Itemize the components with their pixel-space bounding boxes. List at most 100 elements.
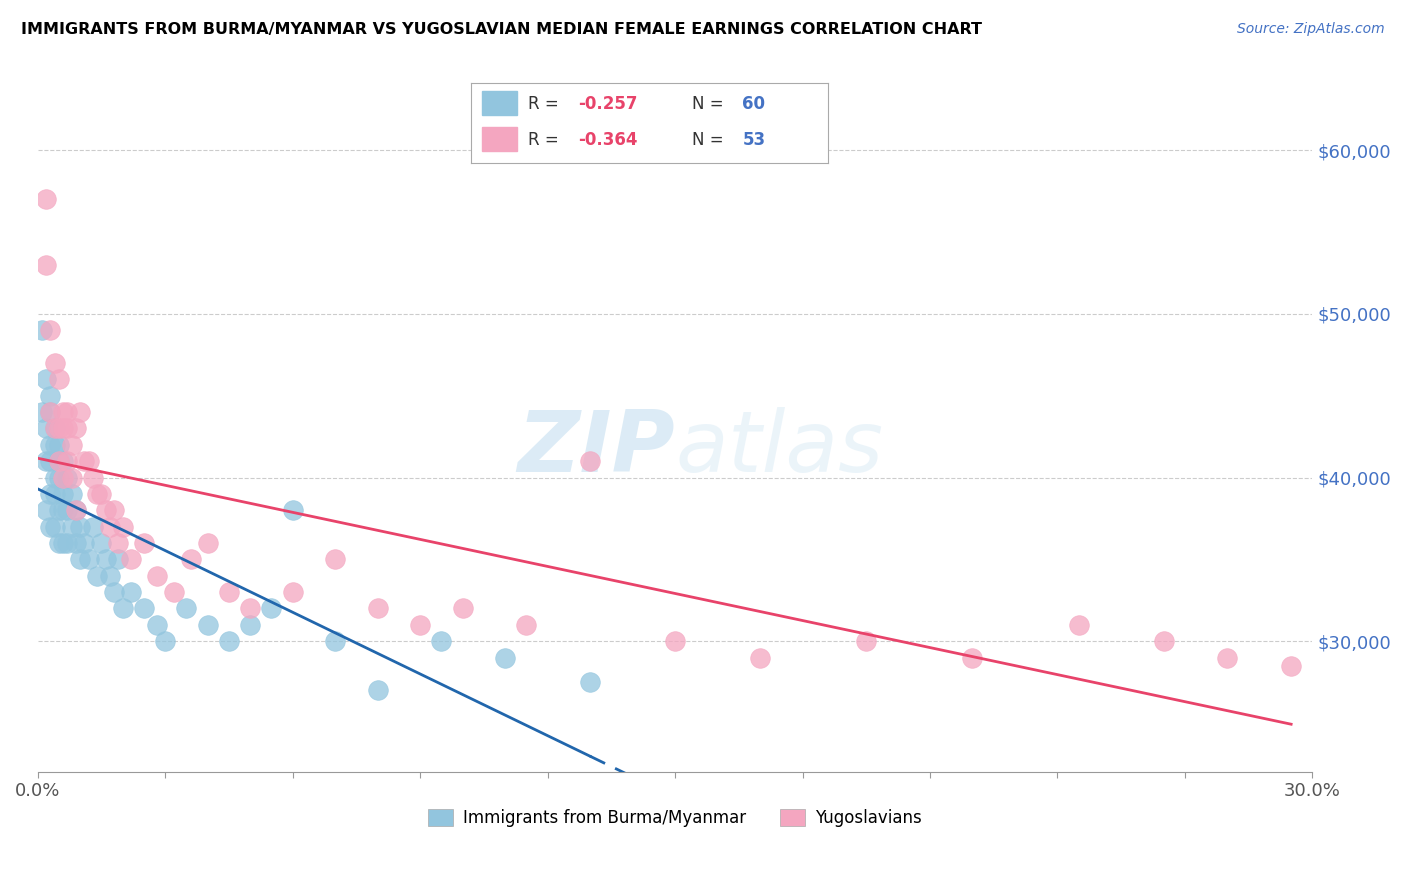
Text: ZIP: ZIP [517,407,675,490]
Point [65,503,87,517]
Point [367,683,389,698]
Point [145,617,167,632]
Point [52,503,75,517]
Point [111,601,134,615]
Point [48,454,70,468]
Point [31,405,53,419]
Point [65,421,87,435]
Point [65,503,87,517]
Point [39,438,62,452]
Point [44,519,66,533]
Point [323,634,346,648]
Point [73,536,96,550]
Point [239,601,262,615]
Point [323,552,346,566]
Point [82,519,104,533]
Point [98,519,121,533]
Point [35,421,58,435]
Point [39,519,62,533]
Point [56,536,79,550]
Point [90,536,112,550]
Point [180,552,202,566]
Point [94,503,117,517]
Point [48,421,70,435]
Point [451,601,474,615]
Point [239,617,262,632]
Point [52,470,75,484]
Point [962,650,984,665]
Point [86,487,108,501]
Point [52,536,75,550]
Point [44,487,66,501]
Point [44,421,66,435]
Point [31,323,53,337]
Point [60,470,83,484]
Point [48,454,70,468]
Point [94,552,117,566]
Point [515,617,537,632]
Point [48,470,70,484]
Point [52,454,75,468]
Point [579,454,602,468]
Point [39,405,62,419]
Point [86,568,108,582]
Point [107,536,129,550]
Point [35,258,58,272]
Point [98,568,121,582]
Point [218,585,240,599]
Point [77,454,100,468]
Point [120,585,142,599]
Point [111,519,134,533]
Point [260,601,283,615]
Point [494,650,516,665]
Point [44,438,66,452]
Point [39,405,62,419]
Point [56,503,79,517]
Point [579,675,602,690]
Legend: Immigrants from Burma/Myanmar, Yugoslavians: Immigrants from Burma/Myanmar, Yugoslavi… [422,803,928,834]
Point [56,470,79,484]
Point [197,536,219,550]
Point [60,519,83,533]
Point [132,536,155,550]
Point [44,470,66,484]
Point [39,487,62,501]
Text: atlas: atlas [675,407,883,490]
Point [1067,617,1090,632]
Point [132,601,155,615]
Point [120,552,142,566]
Point [281,503,304,517]
Point [44,421,66,435]
Point [39,323,62,337]
Point [60,438,83,452]
Point [90,487,112,501]
Point [56,405,79,419]
Point [218,634,240,648]
Point [39,389,62,403]
Point [60,487,83,501]
Text: Source: ZipAtlas.com: Source: ZipAtlas.com [1237,22,1385,37]
Point [77,552,100,566]
Point [367,601,389,615]
Point [52,487,75,501]
Text: IMMIGRANTS FROM BURMA/MYANMAR VS YUGOSLAVIAN MEDIAN FEMALE EARNINGS CORRELATION : IMMIGRANTS FROM BURMA/MYANMAR VS YUGOSLA… [21,22,981,37]
Point [664,634,686,648]
Point [39,454,62,468]
Point [69,519,91,533]
Point [409,617,432,632]
Point [56,454,79,468]
Point [281,585,304,599]
Point [430,634,453,648]
Point [69,405,91,419]
Point [44,356,66,370]
Point [749,650,772,665]
Point [1216,650,1239,665]
Point [176,601,198,615]
Point [855,634,877,648]
Point [35,193,58,207]
Point [145,568,167,582]
Point [73,454,96,468]
Point [52,421,75,435]
Point [35,503,58,517]
Point [52,405,75,419]
